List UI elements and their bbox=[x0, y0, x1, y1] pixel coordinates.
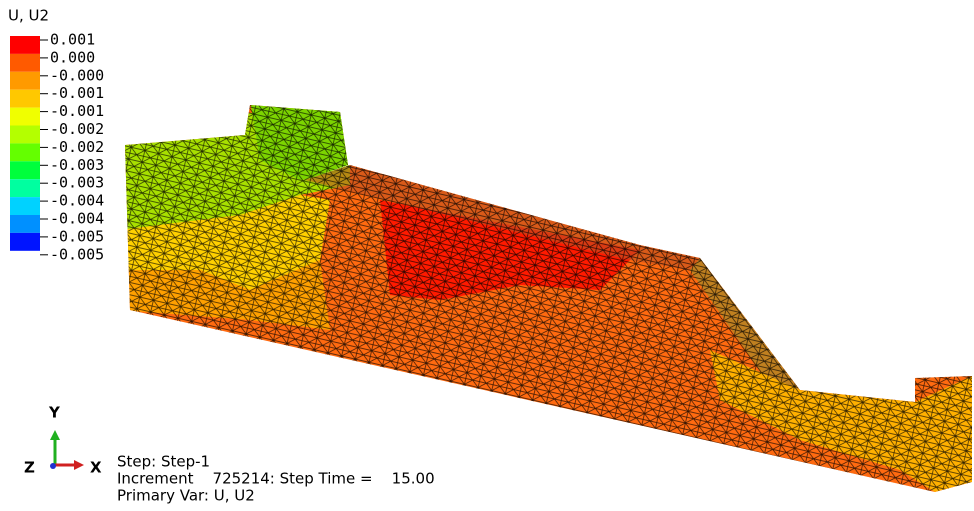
triad-z-label: Z bbox=[24, 459, 35, 477]
triad: Y Z X bbox=[24, 404, 102, 477]
step-info: Step: Step-1 bbox=[117, 453, 210, 471]
primary-var-info: Primary Var: U, U2 bbox=[117, 487, 255, 505]
legend-label: -0.001 bbox=[50, 102, 104, 120]
triad-x-label: X bbox=[90, 459, 102, 477]
fem-model bbox=[100, 90, 974, 510]
legend-label: -0.005 bbox=[50, 245, 104, 263]
triad-y-head bbox=[50, 430, 60, 440]
mesh-overlay bbox=[100, 90, 974, 510]
legend-label: -0.003 bbox=[50, 174, 104, 192]
legend: 0.0010.000-0.000-0.001-0.001-0.002-0.002… bbox=[10, 31, 104, 264]
triad-x-head bbox=[74, 460, 84, 470]
legend-swatch bbox=[10, 72, 40, 90]
legend-swatch bbox=[10, 179, 40, 197]
legend-label: -0.001 bbox=[50, 84, 104, 102]
legend-label: -0.000 bbox=[50, 66, 104, 84]
legend-swatch bbox=[10, 108, 40, 126]
legend-swatch bbox=[10, 161, 40, 179]
legend-label: -0.003 bbox=[50, 156, 104, 174]
legend-title: U, U2 bbox=[8, 7, 49, 25]
legend-label: 0.001 bbox=[50, 31, 95, 49]
legend-swatch bbox=[10, 90, 40, 108]
triad-z-dot bbox=[50, 463, 56, 469]
legend-swatch bbox=[10, 233, 40, 251]
legend-swatch bbox=[10, 215, 40, 233]
legend-swatch bbox=[10, 126, 40, 144]
legend-swatch bbox=[10, 197, 40, 215]
legend-label: 0.000 bbox=[50, 48, 95, 66]
viewport: U, U2 0.0010.000-0.000-0.001-0.001-0.002… bbox=[0, 0, 974, 511]
legend-swatch bbox=[10, 36, 40, 54]
legend-label: -0.004 bbox=[50, 192, 104, 210]
legend-label: -0.005 bbox=[50, 227, 104, 245]
legend-swatch bbox=[10, 54, 40, 72]
legend-swatch bbox=[10, 143, 40, 161]
legend-label: -0.002 bbox=[50, 120, 104, 138]
increment-info: Increment 725214: Step Time = 15.00 bbox=[117, 470, 435, 488]
legend-label: -0.004 bbox=[50, 210, 104, 228]
legend-label: -0.002 bbox=[50, 138, 104, 156]
triad-y-label: Y bbox=[48, 404, 61, 422]
contour-regions bbox=[100, 90, 974, 510]
